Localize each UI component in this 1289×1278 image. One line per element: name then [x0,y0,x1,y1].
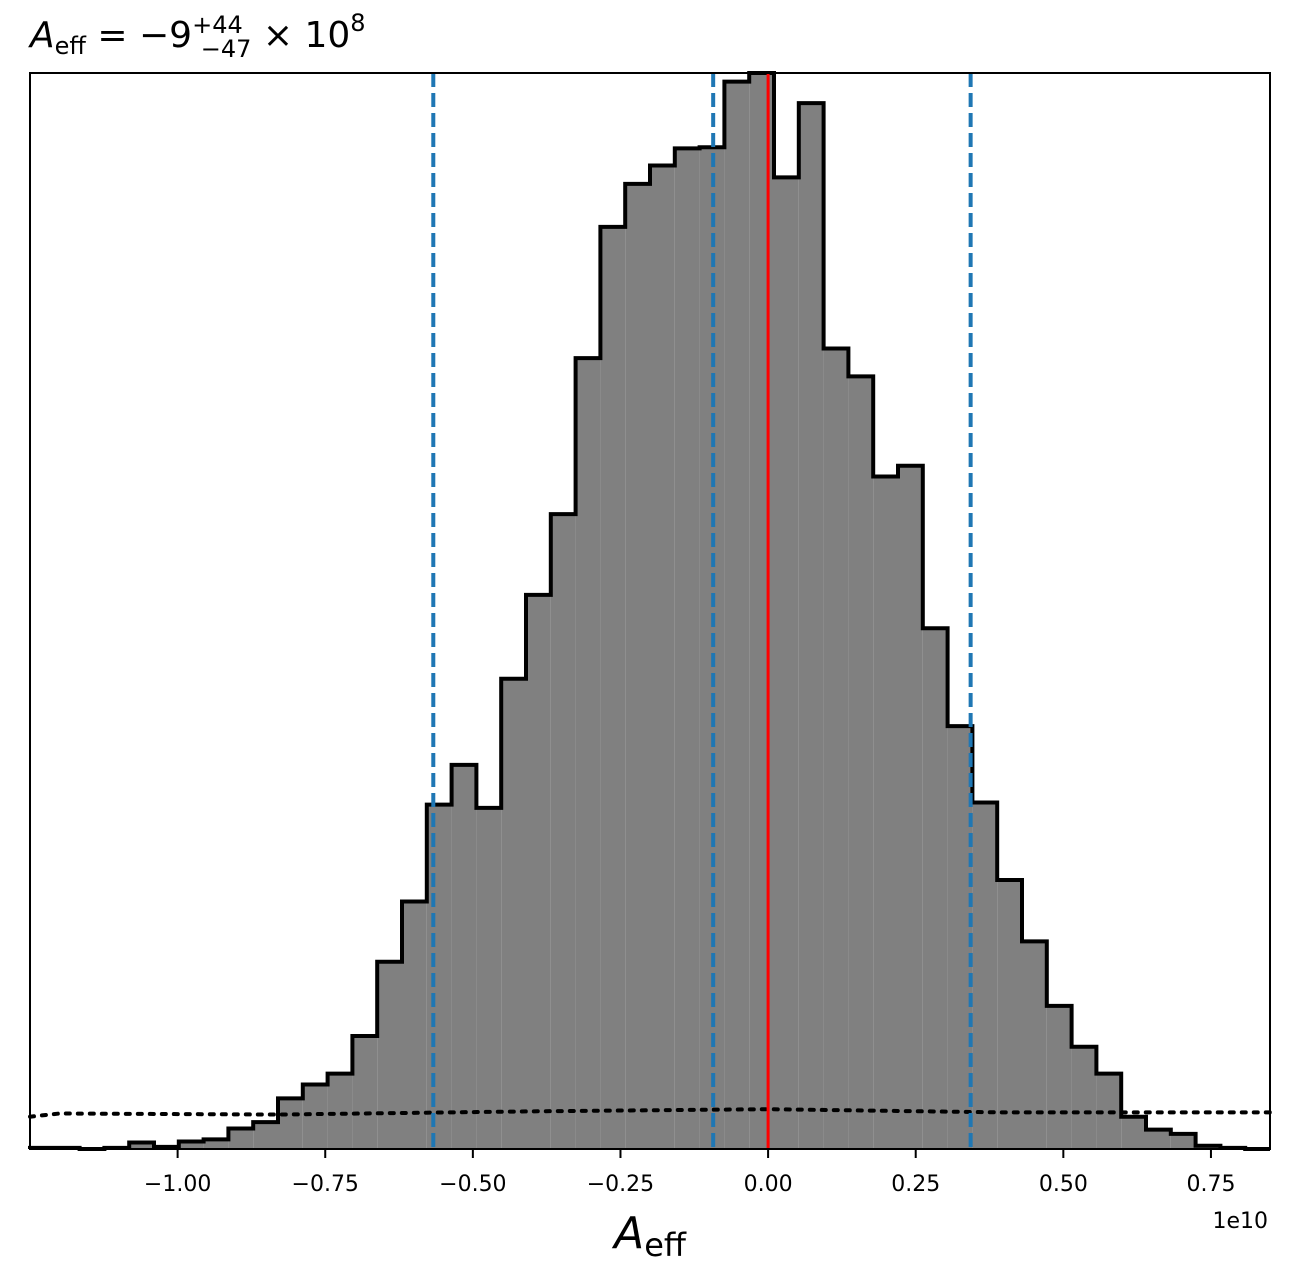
histogram-bar [426,804,452,1149]
histogram-bar [451,764,477,1149]
x-axis-ticks: −1.00 −0.75 −0.50 −0.25 0.00 0.25 0.50 0.75 [144,1149,1235,1197]
histogram-bar [278,1098,303,1149]
x-tick-label: −0.25 [587,1172,654,1197]
histogram-bar [129,1142,154,1149]
histogram-bar [625,183,650,1149]
histogram-bar [749,73,774,1149]
histogram-bar [1022,941,1047,1149]
histogram-bar [774,177,799,1149]
histogram-bar [674,148,700,1149]
histogram-bar [898,465,923,1149]
histogram-bar [997,880,1022,1149]
histogram-bar [203,1139,229,1149]
svg-text:Aeff = −9+44−47 × 108: Aeff = −9+44 −47 × 108 [28,9,366,63]
histogram-bars [28,71,1270,1151]
histogram-bar [922,628,948,1149]
histogram-bar [873,476,898,1149]
histogram-bar [178,1141,204,1149]
histogram-bar [476,807,502,1149]
prior-distribution-line [28,1107,1272,1119]
histogram-bar [327,1073,353,1149]
histogram-bar [1170,1133,1196,1149]
histogram-bar [550,514,576,1149]
x-tick-label: 0.00 [744,1172,793,1197]
x-tick-label: 0.25 [891,1172,940,1197]
histogram-bar [352,1036,378,1149]
histogram-bar [501,678,526,1149]
x-tick-label: 0.75 [1186,1172,1235,1197]
chart-title: Aeff = −9+44 −47 × 108 [28,9,366,63]
histogram-bar [972,802,998,1149]
plot-frame [29,72,1271,1150]
histogram-bar [798,103,824,1149]
histogram-bar [377,961,402,1149]
x-axis-label: Aeff [611,1208,687,1264]
x-tick-label: 0.50 [1039,1172,1088,1197]
histogram-bar [402,901,427,1149]
histogram-bar [1121,1116,1146,1149]
histogram-bar [1146,1129,1171,1149]
histogram-bar [253,1122,278,1149]
x-tick-label: −0.75 [292,1172,359,1197]
histogram-bar [947,726,973,1149]
histogram-bar [724,81,750,1149]
histogram-bar [650,165,675,1149]
svg-text:Aeff: Aeff [611,1208,687,1264]
histogram-bar [1071,1046,1097,1149]
x-tick-label: −0.50 [439,1172,506,1197]
prior-line [28,1107,1272,1119]
x-tick-label: −1.00 [144,1172,211,1197]
histogram-bar [600,226,626,1150]
histogram-bar [848,376,874,1149]
histogram-bar [302,1084,328,1149]
histogram-bar [1046,1005,1072,1149]
histogram-bar [823,348,849,1149]
x-axis-offset-label: 1e10 [1212,1209,1268,1234]
histogram-bar [575,358,601,1149]
histogram-bar [526,594,551,1149]
reference-lines [431,73,973,1149]
histogram-bar [228,1128,254,1149]
histogram-outline [28,71,1270,1151]
